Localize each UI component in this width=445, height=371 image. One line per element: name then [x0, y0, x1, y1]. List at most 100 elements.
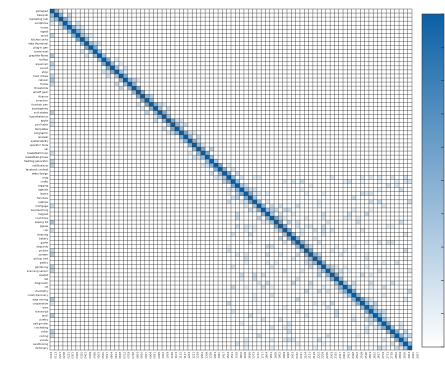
x-tick-label: 1403 [213, 352, 217, 359]
heatmap-cell [321, 264, 326, 269]
heatmap-cell [243, 191, 249, 196]
x-tick-label: 2809 [398, 352, 402, 359]
heatmap-cell [252, 224, 257, 229]
heatmap-cell [278, 216, 283, 221]
x-tick-label: 2711 [385, 352, 389, 359]
heatmap-cell [58, 13, 63, 18]
heatmap-cell [200, 151, 206, 156]
heatmap-cell [80, 49, 85, 54]
y-tick-label: data mining [32, 297, 48, 301]
heatmap-cell [187, 142, 193, 148]
y-tick-label: airsoft gear [33, 90, 49, 94]
heatmap-cell [321, 191, 326, 196]
heatmap-cell [347, 268, 352, 273]
heatmap-cell [50, 53, 55, 58]
heatmap-cell [75, 37, 81, 42]
heatmap-cell [347, 289, 352, 294]
heatmap-cell [166, 118, 171, 123]
heatmap-cell [218, 175, 223, 180]
heatmap-cell [343, 216, 348, 221]
y-tick-label: webs design [32, 171, 48, 175]
heatmap-cell [325, 305, 331, 310]
heatmap-cell [304, 240, 309, 245]
heatmap-cell [278, 317, 283, 322]
heatmap-cell [282, 207, 288, 212]
x-tick-label: 2502 [355, 352, 359, 359]
heatmap-cell [50, 268, 55, 273]
heatmap-cell [360, 313, 365, 318]
heatmap-cell [334, 280, 339, 286]
heatmap-cell [317, 252, 322, 257]
heatmap-cell [226, 191, 231, 196]
heatmap-cell [243, 260, 249, 265]
heatmap-cell [256, 216, 262, 221]
heatmap-cell [308, 244, 313, 249]
heatmap-cell [67, 13, 72, 18]
heatmap-cell [403, 297, 408, 302]
y-tick-label: templates [35, 127, 49, 131]
heatmap-cell [321, 216, 326, 221]
heatmap-cell [196, 138, 201, 143]
heatmap-cell [291, 337, 296, 342]
heatmap-cell [321, 232, 326, 237]
heatmap-cell [377, 199, 382, 204]
heatmap-cell [351, 195, 356, 200]
heatmap-cell [282, 240, 288, 245]
heatmap-cell [282, 268, 288, 273]
heatmap-cell [261, 203, 266, 208]
heatmap-cell [317, 240, 322, 245]
x-tick-label: 1511 [230, 352, 234, 359]
heatmap-cell [222, 175, 227, 180]
y-tick-label: graphite fibres [29, 54, 49, 58]
heatmap-cell [80, 25, 85, 30]
heatmap-cell [54, 13, 59, 18]
heatmap-cell [162, 110, 167, 115]
heatmap-cell [308, 183, 313, 188]
heatmap-cell [360, 175, 365, 180]
heatmap-cell [226, 199, 231, 204]
heatmap-cell [256, 280, 262, 286]
heatmap-cell [205, 155, 210, 160]
y-tick-label: sculptures [35, 21, 49, 25]
heatmap-cell [295, 309, 300, 314]
heatmap-cell [97, 57, 102, 62]
heatmap-cell [50, 203, 55, 208]
x-tick-label: 2917 [415, 352, 419, 359]
heatmap-cell [321, 211, 326, 217]
y-tick-label: list [44, 277, 48, 281]
heatmap-cell [75, 21, 81, 26]
heatmap-cell [218, 167, 223, 172]
x-tick-label: 2718 [390, 352, 394, 359]
heatmap-cell [304, 248, 309, 253]
heatmap-cell [239, 175, 244, 180]
heatmap-cell [317, 268, 322, 273]
heatmap-cell [295, 203, 300, 208]
x-tick-label: 0308 [75, 352, 79, 359]
heatmap-cell [304, 256, 309, 261]
x-tick-label: 1504 [226, 352, 230, 359]
heatmap-cell [174, 126, 180, 131]
heatmap-cell [88, 45, 94, 50]
heatmap-cell [351, 313, 356, 318]
heatmap-cell [239, 199, 244, 204]
heatmap-cell [325, 333, 331, 338]
heatmap-cell [368, 280, 374, 286]
heatmap-cell [308, 264, 313, 269]
heatmap-cell [166, 122, 171, 127]
x-tick-label: 0611 [114, 352, 118, 359]
heatmap-cell [144, 102, 150, 107]
heatmap-cell [381, 321, 387, 326]
x-tick-label: 0803 [135, 352, 139, 359]
y-tick-label: thresholds [34, 86, 48, 90]
x-tick-label: 1602 [239, 352, 243, 359]
heatmap-cell [390, 329, 395, 334]
y-tick-label: cooperative [33, 301, 49, 305]
x-tick-label: 0810 [140, 352, 144, 359]
heatmap-cell [222, 167, 227, 172]
heatmap-cell [317, 260, 322, 265]
heatmap-cell [252, 191, 257, 196]
heatmap-cell [243, 341, 249, 346]
y-tick-label: data thumbnail [28, 42, 48, 46]
y-tick-label: wood [41, 33, 48, 37]
